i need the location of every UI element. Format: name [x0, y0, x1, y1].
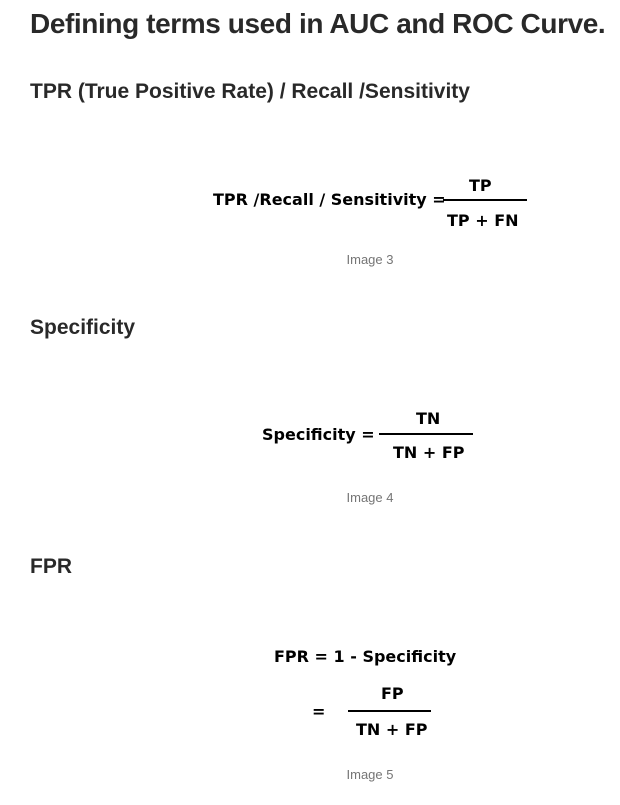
image-caption: Image 5: [346, 767, 394, 782]
formula-lhs: Specificity =: [262, 425, 375, 444]
formula-lhs: =: [312, 702, 326, 721]
fraction-bar: [348, 710, 431, 712]
fraction-bar: [379, 433, 473, 435]
image-caption: Image 3: [346, 252, 394, 267]
image-caption: Image 4: [346, 490, 394, 505]
formula-numerator: FP: [381, 684, 404, 703]
formula-denominator: TN + FP: [393, 443, 465, 462]
page-title: Defining terms used in AUC and ROC Curve…: [30, 8, 606, 39]
section-heading-specificity: Specificity: [30, 316, 136, 339]
fraction-bar: [443, 199, 527, 201]
formula-lhs: TPR /Recall / Sensitivity =: [213, 190, 446, 209]
formula-denominator: TP + FN: [447, 211, 519, 230]
section-heading-tpr: TPR (True Positive Rate) / Recall /Sensi…: [30, 80, 470, 103]
formula-line1: FPR = 1 - Specificity: [274, 647, 457, 666]
formula-numerator: TN: [416, 409, 441, 428]
section-heading-fpr: FPR: [30, 555, 72, 578]
formula-denominator: TN + FP: [356, 720, 428, 739]
formula-numerator: TP: [469, 176, 492, 195]
